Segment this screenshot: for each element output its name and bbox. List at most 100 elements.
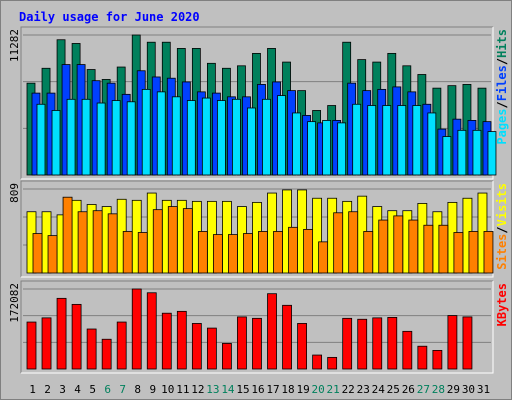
bar-sites-day-17: [273, 231, 283, 274]
bar-pages-day-13: [216, 100, 226, 176]
x-tick-label-28: 28: [432, 383, 445, 396]
bar-pages-day-27: [427, 112, 437, 176]
x-tick-label-10: 10: [161, 383, 174, 396]
bar-kbytes-day-7: [116, 321, 127, 370]
legend-label: Files: [495, 65, 509, 101]
bar-kbytes-day-2: [41, 317, 52, 370]
bar-sites-day-18: [288, 226, 298, 274]
x-tick-label-21: 21: [327, 383, 340, 396]
bar-pages-day-12: [201, 97, 211, 176]
bar-pages-day-10: [171, 96, 181, 176]
bar-kbytes-day-16: [252, 317, 262, 370]
bar-sites-day-6: [107, 213, 118, 274]
bar-sites-day-21: [333, 212, 344, 274]
bar-sites-day-10: [167, 206, 178, 274]
bar-kbytes-day-29: [447, 315, 458, 370]
bar-sites-day-23: [363, 231, 374, 274]
x-tick-label-6: 6: [104, 383, 111, 396]
panel-1-box-edge-light: [21, 27, 494, 180]
bar-pages-day-26: [412, 105, 422, 176]
bar-kbytes-day-26: [402, 330, 413, 370]
x-tick-label-30: 30: [462, 383, 475, 396]
bar-kbytes-day-6: [101, 338, 112, 370]
bar-pages-day-7: [126, 101, 136, 176]
bar-pages-day-21: [337, 122, 347, 176]
bar-pages-day-15: [247, 107, 256, 176]
x-tick-label-4: 4: [74, 383, 81, 396]
legend-label: KBytes: [495, 283, 509, 326]
bar-sites-day-9: [152, 209, 163, 274]
bar-sites-day-4: [77, 211, 88, 274]
bar-pages-day-5: [96, 102, 106, 176]
bar-pages-day-14: [232, 98, 241, 176]
panel-1-max-label: 11282: [8, 29, 21, 62]
x-tick-label-9: 9: [149, 383, 156, 396]
chart-panels: 11282Pages/Files/Hits809Sites/Visits1720…: [8, 26, 509, 374]
bar-kbytes-day-12: [191, 323, 202, 370]
bar-kbytes-day-24: [372, 317, 383, 370]
panel-3-box-edge-dark: [20, 280, 493, 373]
x-tick-label-15: 15: [236, 383, 249, 396]
bar-pages-day-30: [472, 129, 482, 176]
chart-title: Daily usage for June 2020: [19, 10, 200, 24]
bar-sites-day-1: [32, 233, 43, 274]
x-tick-label-29: 29: [447, 383, 460, 396]
bar-sites-day-27: [423, 224, 434, 274]
legend-label: /: [495, 101, 509, 108]
x-tick-label-14: 14: [221, 383, 235, 396]
bar-kbytes-day-30: [462, 316, 473, 370]
x-tick-label-7: 7: [119, 383, 126, 396]
bar-kbytes-day-27: [417, 345, 428, 370]
x-tick-label-24: 24: [372, 383, 386, 396]
x-tick-label-27: 27: [417, 383, 430, 396]
bar-kbytes-day-28: [432, 349, 443, 370]
x-tick-label-11: 11: [176, 383, 189, 396]
bar-pages-day-17: [277, 95, 286, 176]
bar-kbytes-day-8: [131, 288, 142, 370]
bar-pages-day-11: [186, 100, 196, 176]
bar-sites-day-14: [228, 234, 238, 274]
bar-pages-day-19: [307, 121, 316, 176]
x-axis-labels: 1 2 3 4 5 6 7 8 9 10 11 12 13 14 15 16 17 18 19 20 21 22 23 24 2…: [29, 383, 490, 396]
bar-sites-day-3: [62, 196, 73, 274]
bar-pages-day-16: [262, 98, 271, 176]
panel-3-legend: KBytes: [495, 283, 509, 326]
bar-kbytes-day-23: [357, 318, 368, 370]
panel-3: 172082 KBytes: [8, 280, 509, 374]
bar-kbytes-day-21: [327, 356, 338, 370]
bar-sites-day-7: [122, 231, 133, 274]
bar-pages-day-23: [367, 105, 377, 176]
x-tick-label-23: 23: [357, 383, 370, 396]
panel-1-legend: Pages/Files/Hits: [495, 29, 509, 145]
x-tick-label-25: 25: [387, 383, 400, 396]
x-tick-label-19: 19: [296, 383, 309, 396]
bar-sites-day-19: [303, 228, 313, 274]
bar-kbytes-day-4: [71, 303, 82, 370]
x-tick-label-13: 13: [206, 383, 219, 396]
bar-sites-day-26: [408, 219, 419, 274]
panel-3-max-label: 172082: [8, 283, 21, 323]
x-tick-label-20: 20: [312, 383, 325, 396]
bar-pages-day-9: [156, 91, 166, 176]
x-tick-label-31: 31: [477, 383, 490, 396]
bar-pages-day-24: [382, 105, 392, 176]
bar-sites-day-8: [137, 232, 148, 274]
x-tick-label-12: 12: [191, 383, 204, 396]
bar-pages-day-31: [487, 131, 497, 176]
bar-sites-day-24: [378, 219, 389, 274]
bar-pages-day-18: [292, 112, 301, 176]
bar-pages-day-29: [457, 129, 467, 176]
bar-kbytes-day-22: [342, 317, 353, 370]
bar-kbytes-day-15: [237, 316, 247, 370]
bar-kbytes-day-19: [297, 323, 307, 370]
legend-label: /: [495, 226, 509, 233]
bar-pages-day-6: [111, 100, 121, 176]
x-tick-label-26: 26: [402, 383, 415, 396]
legend-label: Pages: [495, 109, 509, 145]
bar-sites-day-20: [318, 241, 329, 274]
bar-pages-day-8: [141, 88, 151, 176]
bar-pages-day-25: [397, 105, 407, 176]
panel-2: 809 Sites/Visits: [8, 180, 509, 278]
bar-sites-day-16: [258, 231, 268, 274]
